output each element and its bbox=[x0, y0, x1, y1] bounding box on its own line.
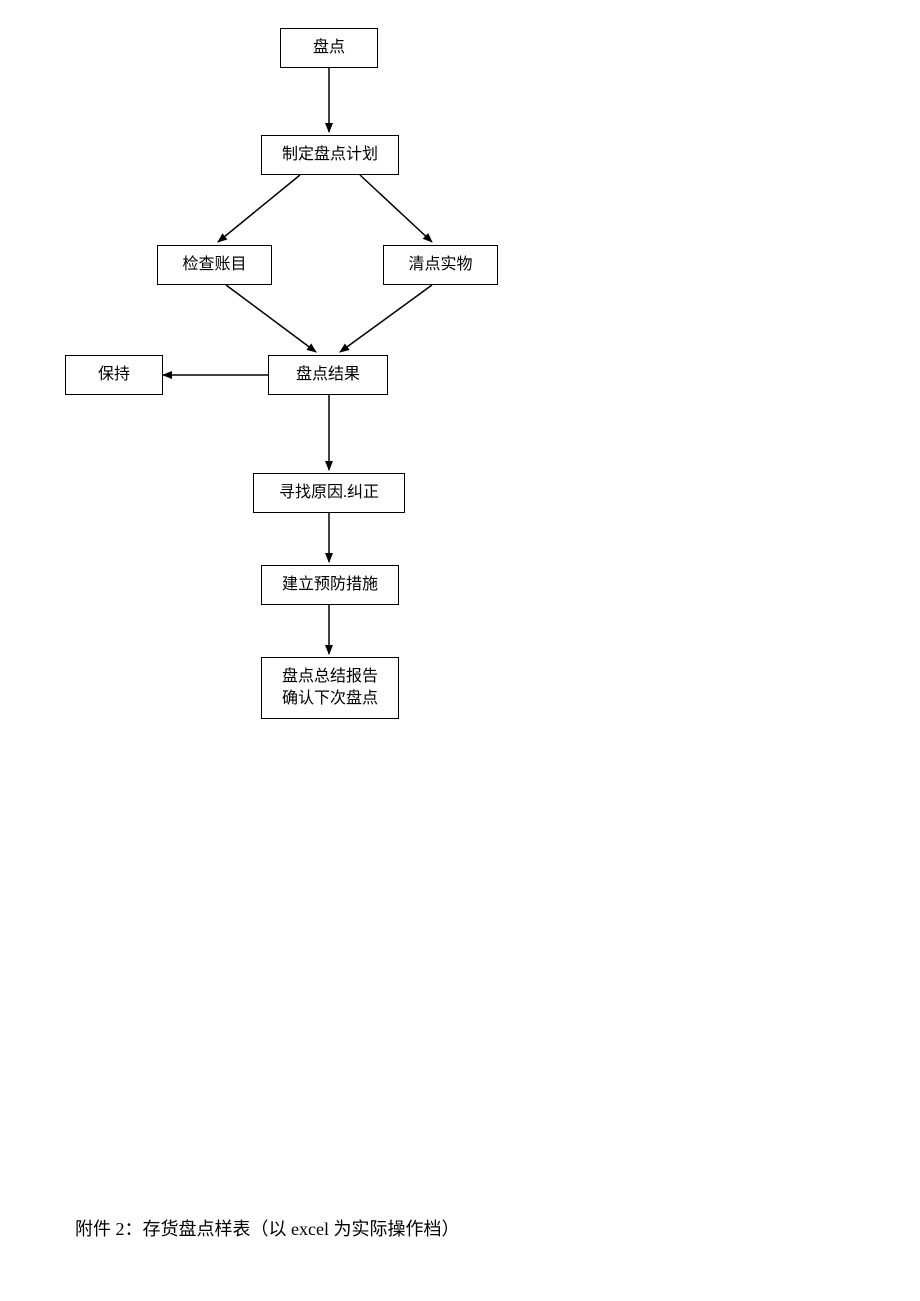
flow-node-n9: 盘点总结报告 确认下次盘点 bbox=[261, 657, 399, 719]
flow-edge-2 bbox=[360, 175, 432, 242]
flow-node-n7: 寻找原因.纠正 bbox=[253, 473, 405, 513]
flow-edge-3 bbox=[226, 285, 316, 352]
flow-node-n4: 清点实物 bbox=[383, 245, 498, 285]
flow-node-n3: 检查账目 bbox=[157, 245, 272, 285]
flow-node-n8: 建立预防措施 bbox=[261, 565, 399, 605]
flow-edge-1 bbox=[218, 175, 300, 242]
flow-node-n1: 盘点 bbox=[280, 28, 378, 68]
attachment-caption: 附件 2：存货盘点样表（以 excel 为实际操作档） bbox=[75, 1215, 459, 1241]
flow-edge-4 bbox=[340, 285, 432, 352]
flow-node-n2: 制定盘点计划 bbox=[261, 135, 399, 175]
flow-node-n5: 保持 bbox=[65, 355, 163, 395]
caption-text: 附件 2：存货盘点样表（以 excel 为实际操作档） bbox=[75, 1219, 459, 1239]
flow-node-n6: 盘点结果 bbox=[268, 355, 388, 395]
flowchart-edges bbox=[0, 0, 920, 1301]
